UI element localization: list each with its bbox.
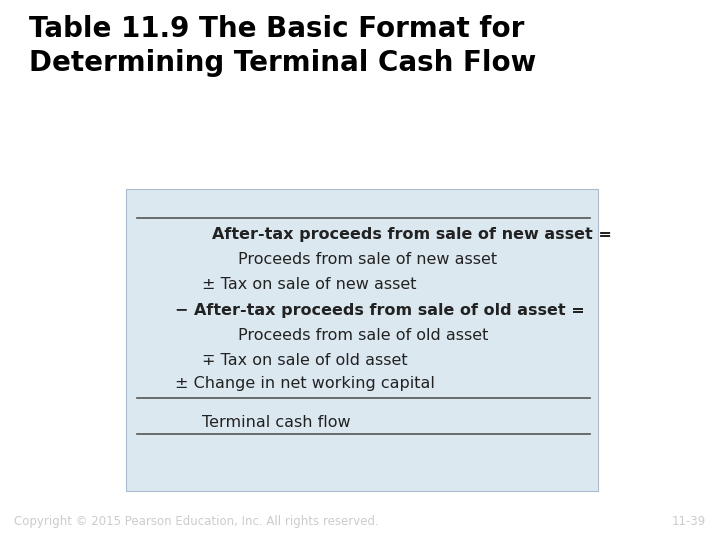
Text: Copyright © 2015 Pearson Education, Inc. All rights reserved.: Copyright © 2015 Pearson Education, Inc.…	[14, 515, 379, 528]
Text: ± Tax on sale of new asset: ± Tax on sale of new asset	[202, 276, 416, 292]
Text: ∓ Tax on sale of old asset: ∓ Tax on sale of old asset	[202, 353, 408, 368]
Text: − After-tax proceeds from sale of old asset =: − After-tax proceeds from sale of old as…	[175, 303, 585, 318]
Text: 11-39: 11-39	[671, 515, 706, 528]
Text: ± Change in net working capital: ± Change in net working capital	[175, 376, 435, 391]
Text: Terminal cash flow: Terminal cash flow	[202, 415, 350, 430]
Text: Table 11.9 The Basic Format for
Determining Terminal Cash Flow: Table 11.9 The Basic Format for Determin…	[29, 15, 536, 77]
Text: Proceeds from sale of new asset: Proceeds from sale of new asset	[238, 252, 497, 267]
Text: Proceeds from sale of old asset: Proceeds from sale of old asset	[238, 328, 488, 343]
Text: After-tax proceeds from sale of new asset =: After-tax proceeds from sale of new asse…	[212, 227, 612, 242]
